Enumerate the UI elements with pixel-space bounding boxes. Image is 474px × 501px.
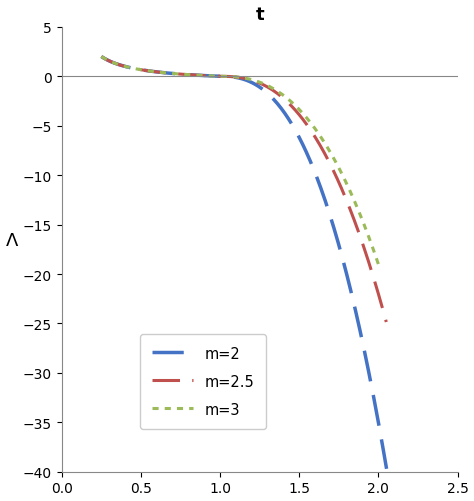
m=2.5 [191, 73, 197, 79]
m=2 [384, 466, 390, 472]
m=3 [132, 67, 137, 73]
m=2 [195, 73, 201, 79]
m=3 [208, 74, 214, 80]
m=2 [341, 261, 347, 267]
m=2.5 [306, 125, 311, 131]
m=2 [99, 55, 104, 61]
m=3 [189, 73, 194, 79]
m=2.5 [304, 123, 310, 129]
m=2.5 [278, 94, 283, 100]
m=2.5 [99, 55, 104, 61]
m=2 [202, 74, 208, 80]
m=2 [304, 152, 310, 158]
Y-axis label: Λ: Λ [6, 232, 18, 250]
m=3 [299, 110, 304, 116]
m=3 [273, 88, 279, 94]
Line: m=2.5: m=2.5 [101, 58, 386, 322]
m=2 [377, 429, 383, 435]
m=2.5 [211, 74, 217, 80]
m=3 [375, 262, 381, 268]
Line: m=3: m=3 [101, 58, 378, 265]
m=2 [118, 63, 123, 69]
Legend: m=2, m=2.5, m=3: m=2, m=2.5, m=3 [140, 335, 266, 429]
Line: m=2: m=2 [101, 58, 387, 469]
m=3 [300, 111, 306, 117]
m=3 [99, 55, 104, 61]
m=2.5 [133, 67, 138, 73]
Title: t: t [255, 6, 264, 24]
m=2.5 [383, 319, 389, 325]
